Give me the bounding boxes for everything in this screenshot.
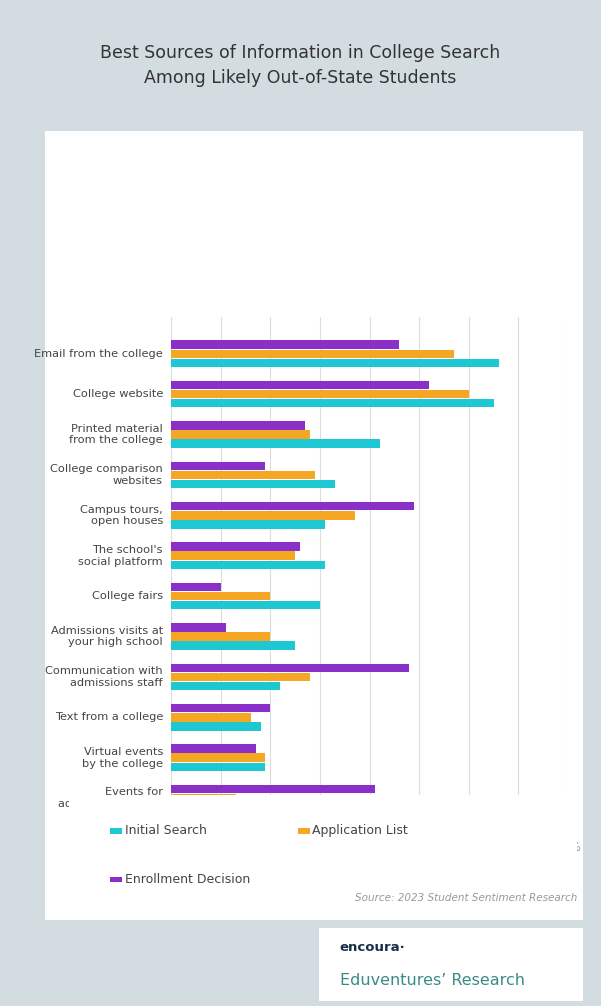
Bar bbox=[171, 390, 469, 398]
Bar bbox=[171, 349, 454, 358]
Text: Eduventures’ Research: Eduventures’ Research bbox=[340, 973, 525, 988]
Bar bbox=[171, 623, 226, 632]
Bar bbox=[171, 358, 499, 367]
Bar bbox=[171, 722, 261, 730]
Bar bbox=[297, 828, 310, 834]
Bar bbox=[171, 440, 380, 448]
Bar bbox=[171, 592, 270, 601]
Bar bbox=[171, 511, 355, 519]
Text: Source: 2023 Student Sentiment Research: Source: 2023 Student Sentiment Research bbox=[355, 893, 577, 903]
Bar bbox=[171, 713, 251, 721]
Bar bbox=[171, 560, 325, 569]
Bar bbox=[110, 828, 123, 834]
Bar bbox=[110, 876, 123, 882]
Text: encoura·: encoura· bbox=[340, 941, 406, 954]
Bar bbox=[171, 633, 270, 641]
Bar bbox=[171, 462, 266, 470]
Bar bbox=[171, 785, 374, 794]
Bar bbox=[171, 381, 429, 389]
Bar bbox=[171, 520, 325, 529]
Bar bbox=[171, 664, 409, 672]
Bar bbox=[171, 551, 295, 560]
Bar bbox=[171, 794, 236, 803]
Bar bbox=[171, 399, 493, 407]
Bar bbox=[171, 803, 226, 812]
Text: Application List: Application List bbox=[313, 825, 408, 837]
Bar bbox=[171, 422, 305, 430]
Bar bbox=[171, 502, 414, 510]
Bar bbox=[171, 704, 270, 712]
Text: Best Sources of Information in College Search
Among Likely Out-of-State Students: Best Sources of Information in College S… bbox=[100, 44, 501, 87]
Bar bbox=[171, 753, 266, 762]
Bar bbox=[171, 744, 255, 752]
Bar bbox=[171, 471, 315, 479]
Text: Enrollment Decision: Enrollment Decision bbox=[124, 873, 250, 885]
Bar bbox=[171, 763, 266, 771]
Bar bbox=[171, 431, 310, 439]
Bar bbox=[171, 682, 281, 690]
Bar bbox=[171, 601, 320, 610]
Bar bbox=[171, 673, 310, 681]
Bar bbox=[171, 542, 300, 551]
Bar bbox=[171, 582, 221, 592]
Bar bbox=[171, 480, 335, 488]
Text: Initial Search: Initial Search bbox=[124, 825, 207, 837]
Bar bbox=[171, 642, 295, 650]
Bar bbox=[171, 340, 400, 349]
